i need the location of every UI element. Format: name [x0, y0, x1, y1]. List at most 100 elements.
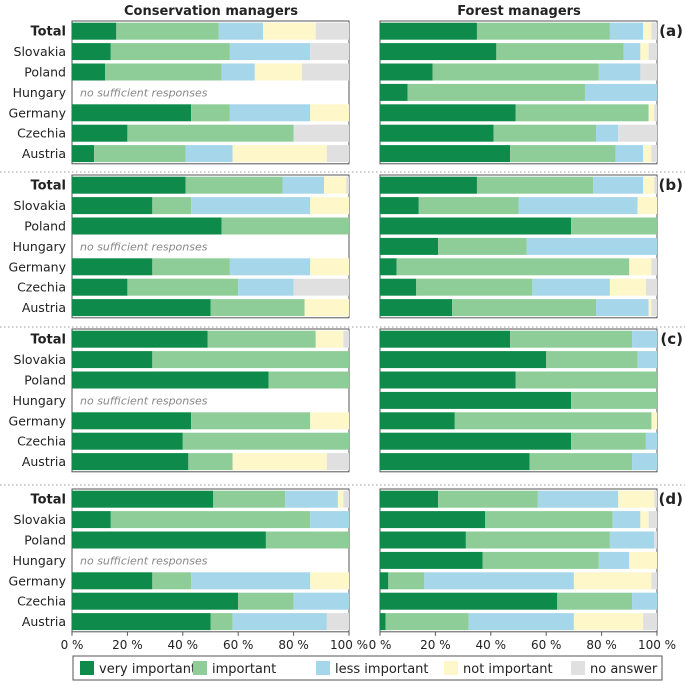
bar-segment-not-important [254, 63, 302, 81]
bar-segment-very-important [72, 531, 266, 549]
bar-segment-very-important [72, 63, 106, 81]
bar-segment-very-important [72, 432, 183, 450]
panel: Total Slovakia Poland Hungary Germany Czechia… [9, 488, 683, 633]
row-label: Poland [24, 533, 66, 548]
bar-segment-important [465, 531, 610, 549]
bar-segment-less-important [424, 572, 574, 590]
bar-segment-very-important [380, 43, 497, 61]
bar-segment-very-important [72, 124, 128, 142]
row-label: Poland [24, 65, 66, 80]
bar-segment-less-important [612, 511, 641, 529]
legend-swatch [444, 661, 458, 675]
bar-segment-important [152, 572, 192, 590]
row-label: Slovakia [14, 198, 66, 213]
legend-label: less important [335, 662, 429, 677]
bar-segment-not-important [573, 613, 644, 631]
bar-segment-important [438, 490, 538, 508]
x-axes: 0 % 20 % 40 % 60 % 80 % 100 % 0 % 20 % 40 % 60 % 8… [61, 631, 676, 652]
bar-segment-less-important [645, 432, 657, 450]
bar-segment-very-important [72, 104, 192, 122]
bar-segment-very-important [380, 511, 486, 529]
bar-segment-no-answer [293, 278, 349, 296]
row-label: Czechia [17, 280, 66, 295]
row-label: Germany [9, 105, 67, 120]
bar-segment-important [210, 613, 233, 631]
bar-segment-very-important [72, 412, 192, 430]
bar-segment-important [191, 412, 311, 430]
x-tick-label: 80 % [278, 638, 309, 652]
row-label: Total [30, 179, 66, 194]
bar-segment-very-important [380, 63, 433, 81]
bar-segment-no-answer [343, 490, 349, 508]
bar-segment-not-important [232, 145, 327, 163]
bar-segment-very-important [72, 299, 211, 317]
bar-segment-no-answer [310, 43, 349, 61]
column-title-conservation: Conservation managers [124, 4, 298, 19]
bar-segment-very-important [380, 432, 572, 450]
bar-segment-important [515, 371, 657, 389]
bar-segment-very-important [380, 490, 439, 508]
bar-segment-very-important [380, 197, 419, 215]
bar-segment-less-important [229, 43, 311, 61]
bar-segment-less-important [310, 511, 349, 529]
bar-segment-very-important [380, 124, 494, 142]
bar-segment-important [265, 531, 349, 549]
bar-segment-no-answer [326, 453, 349, 471]
bar-segment-important [571, 217, 657, 235]
bar-segment-no-answer [293, 124, 349, 142]
bar-segment-important [510, 145, 616, 163]
bar-segment-important [476, 22, 610, 40]
bar-segment-very-important [72, 613, 211, 631]
bar-segment-important [385, 613, 469, 631]
legend-swatch [193, 661, 207, 675]
bar-segment-important [238, 592, 294, 610]
bar-segment-very-important [380, 145, 511, 163]
row-label: Hungary [13, 393, 67, 408]
bar-segment-less-important [596, 124, 619, 142]
bar-segment-no-answer [651, 258, 657, 276]
bar-segment-very-important [380, 412, 455, 430]
bar-segment-less-important [468, 613, 574, 631]
panel-frame [71, 20, 350, 165]
bar-segment-important [493, 124, 597, 142]
bar-segment-less-important [518, 197, 638, 215]
no-data-label: no sufficient responses [80, 86, 208, 99]
bar-segment-very-important [380, 592, 558, 610]
bar-segment-no-answer [618, 124, 657, 142]
bar-segment-important [496, 43, 624, 61]
no-data-label: no sufficient responses [80, 554, 208, 567]
row-label: Germany [9, 413, 67, 428]
row-label: Austria [22, 614, 66, 629]
bar-segment-not-important [648, 104, 655, 122]
row-label: Slovakia [14, 512, 66, 527]
bar-segment-important [432, 63, 599, 81]
bar-segment-no-answer [654, 531, 657, 549]
bar-segment-very-important [72, 330, 208, 348]
bar-segment-important [482, 551, 599, 569]
bar-segment-very-important [380, 258, 397, 276]
bar-segment-important [191, 104, 230, 122]
bar-segment-very-important [380, 330, 511, 348]
bar-segment-important [207, 330, 316, 348]
bar-segment-very-important [380, 531, 466, 549]
bar-segment-important [105, 63, 222, 81]
bar-segment-less-important [609, 531, 655, 549]
row-label: Hungary [13, 85, 67, 100]
bar-segment-less-important [532, 278, 610, 296]
bar-segment-no-answer [315, 22, 349, 40]
bar-segment-less-important [596, 299, 649, 317]
bar-segment-less-important [609, 22, 644, 40]
bar-segment-not-important [618, 490, 655, 508]
bar-segment-important [546, 351, 638, 369]
no-data-label: no sufficient responses [80, 394, 208, 407]
bar-segment-important [452, 299, 597, 317]
bar-segment-not-important [573, 572, 652, 590]
legend-box [72, 655, 663, 681]
bar-segment-very-important [72, 176, 186, 194]
bar-segment-important [416, 278, 533, 296]
bar-segment-no-answer [654, 104, 657, 122]
bar-segment-less-important [285, 490, 338, 508]
bar-segment-important [571, 391, 657, 409]
bar-segment-important [127, 278, 239, 296]
